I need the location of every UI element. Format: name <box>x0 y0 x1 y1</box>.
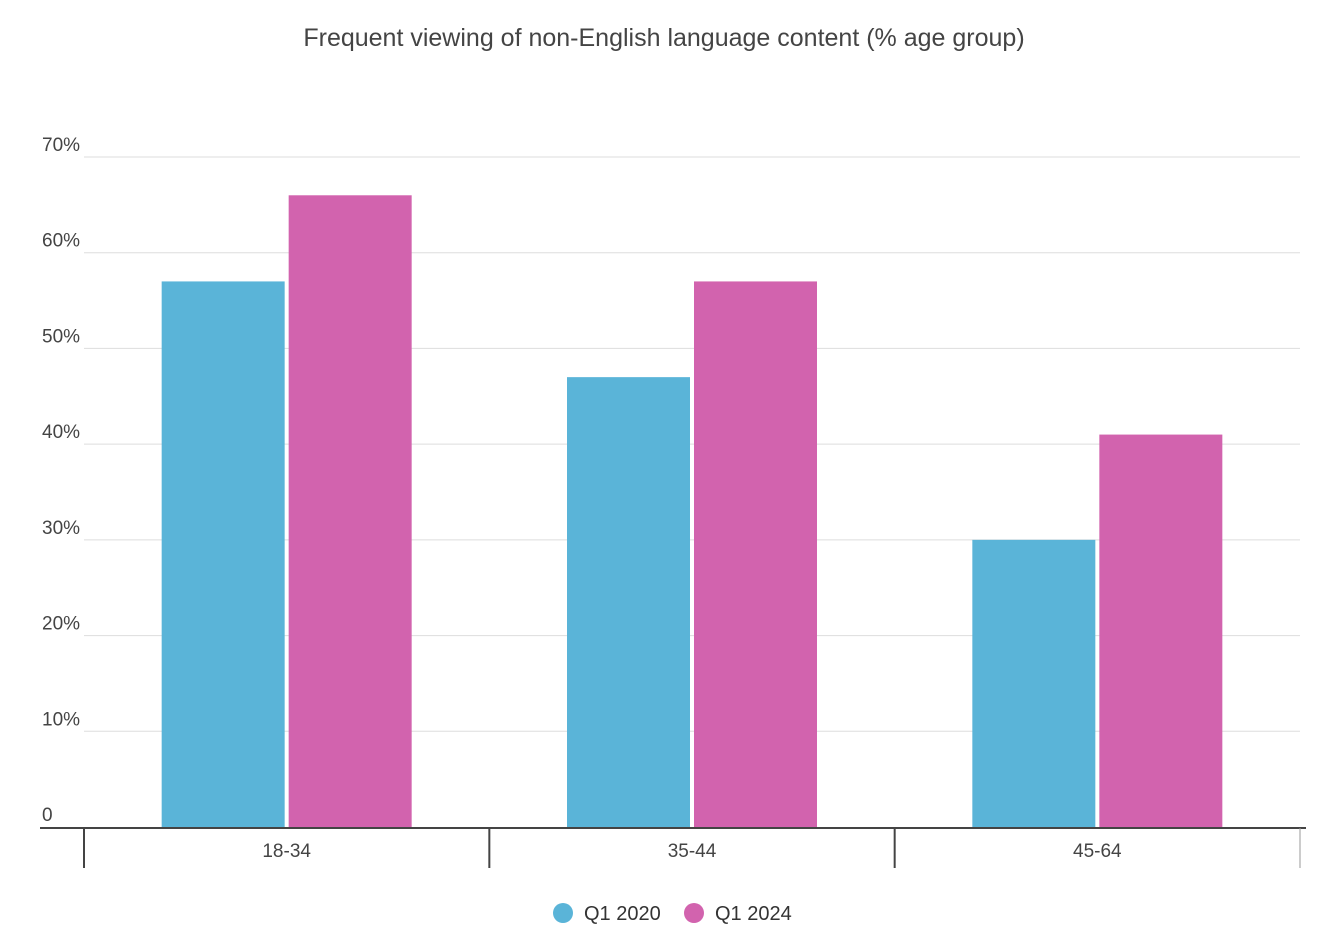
y-axis-ticks: 0 10% 20% 30% 40% 50% 60% 70% <box>42 135 80 826</box>
legend-marker <box>553 903 573 923</box>
y-tick-label: 60% <box>42 231 80 252</box>
legend: Q1 2020 Q1 2024 <box>553 903 792 925</box>
legend-label: Q1 2024 <box>715 903 792 925</box>
x-tick-label: 18-34 <box>262 841 311 862</box>
y-tick-label: 30% <box>42 518 80 539</box>
bar <box>161 281 285 827</box>
legend-label: Q1 2020 <box>584 903 661 925</box>
legend-marker <box>684 903 704 923</box>
y-tick-label: 50% <box>42 326 80 347</box>
grid-lines <box>84 156 1300 732</box>
bar <box>567 377 690 827</box>
bar <box>1099 434 1223 827</box>
y-tick-label: 40% <box>42 422 80 443</box>
x-axis-categories: 18-34 35-44 45-64 <box>262 841 1122 862</box>
y-tick-label: 20% <box>42 614 80 635</box>
bar <box>972 539 1096 827</box>
bar <box>694 281 817 827</box>
chart-title: Frequent viewing of non-English language… <box>303 24 1025 52</box>
x-axis <box>40 827 1306 868</box>
bars <box>161 195 1223 828</box>
bar <box>288 195 412 828</box>
x-tick-label: 35-44 <box>668 841 717 862</box>
y-tick-label: 0 <box>42 805 53 826</box>
x-tick-label: 45-64 <box>1073 841 1122 862</box>
y-tick-label: 70% <box>42 135 80 156</box>
y-tick-label: 10% <box>42 709 80 730</box>
